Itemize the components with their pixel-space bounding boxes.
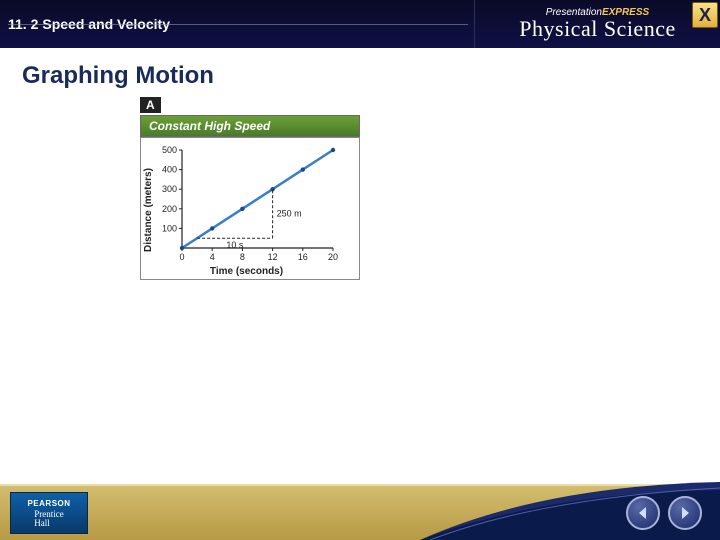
footer-bar: PEARSON Prentice Hall: [0, 478, 720, 540]
svg-text:12: 12: [268, 252, 278, 262]
figure-caption: Constant High Speed: [140, 115, 360, 137]
svg-text:8: 8: [240, 252, 245, 262]
page-title: Graphing Motion: [22, 62, 214, 90]
svg-text:4: 4: [210, 252, 215, 262]
chart-frame: Distance (meters) 100 200 300 400 500 0 4 8 12 16…: [140, 137, 360, 280]
close-icon: X: [699, 5, 711, 26]
svg-text:10 s: 10 s: [226, 240, 244, 250]
header-bar: 11. 2 Speed and Velocity PresentationEXP…: [0, 0, 720, 48]
triangle-right-icon: [677, 505, 693, 521]
chart-ylabel: Distance (meters): [143, 144, 154, 277]
svg-text:500: 500: [162, 145, 177, 155]
header-left: 11. 2 Speed and Velocity: [0, 0, 475, 48]
nav-next-button[interactable]: [668, 496, 702, 530]
publisher-top: PEARSON: [27, 499, 70, 508]
svg-text:200: 200: [162, 204, 177, 214]
chart-xlabel: Time (seconds): [154, 266, 339, 277]
svg-text:400: 400: [162, 165, 177, 175]
figure-a: A Constant High Speed Distance (meters) …: [140, 96, 360, 280]
svg-text:300: 300: [162, 184, 177, 194]
publisher-line2: Hall: [34, 518, 50, 528]
publisher-logo: PEARSON Prentice Hall: [10, 492, 88, 534]
svg-text:0: 0: [179, 252, 184, 262]
header-rule: [8, 24, 468, 25]
nav-prev-button[interactable]: [626, 496, 660, 530]
svg-text:100: 100: [162, 223, 177, 233]
header-right: PresentationEXPRESS Physical Science: [475, 0, 720, 48]
chart-column: 100 200 300 400 500 0 4 8 12 16 20 10 s 250 m Time (…: [154, 144, 339, 277]
svg-text:16: 16: [298, 252, 308, 262]
svg-text:250 m: 250 m: [277, 209, 302, 219]
close-button[interactable]: X: [692, 2, 718, 28]
figure-label: A: [140, 97, 161, 113]
svg-text:20: 20: [328, 252, 338, 262]
triangle-left-icon: [635, 505, 651, 521]
publisher-name: Prentice Hall: [34, 510, 64, 526]
chart-svg: 100 200 300 400 500 0 4 8 12 16 20 10 s 250 m: [154, 144, 339, 264]
brand-subject: Physical Science: [519, 18, 675, 40]
brand-block: PresentationEXPRESS Physical Science: [519, 8, 675, 40]
